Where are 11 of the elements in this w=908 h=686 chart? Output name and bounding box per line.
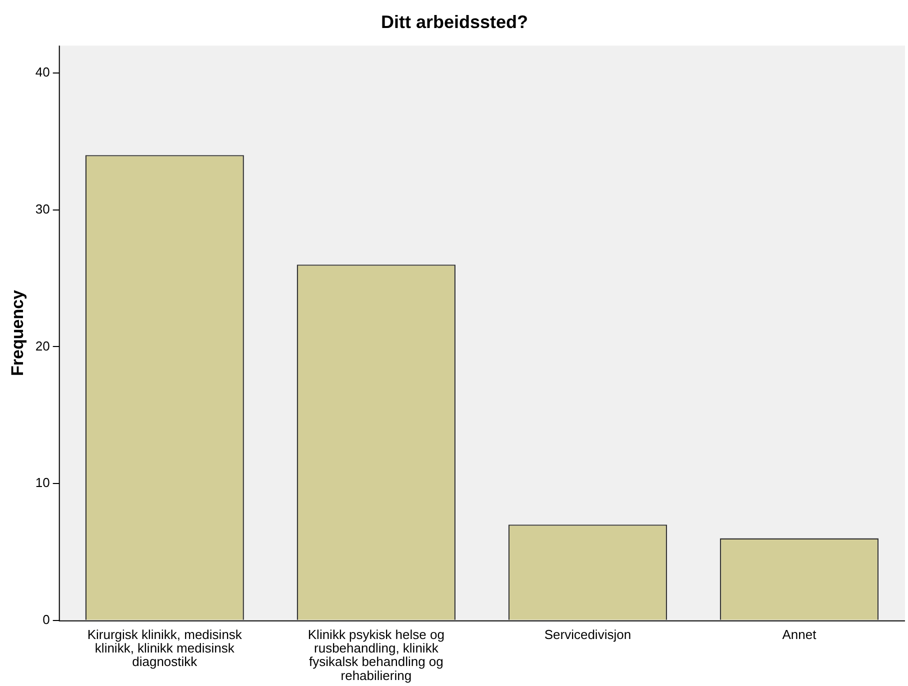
x-tick-label: Kirurgisk klinikk, medisinsk klinikk, klinikk medisinsk diagnostikk — [87, 626, 242, 670]
y-tick-label: 20 — [35, 338, 50, 354]
y-tick-label: 0 — [42, 612, 50, 627]
chart-title: Ditt arbeidssted? — [380, 12, 528, 32]
x-tick-label: Annet — [782, 626, 817, 642]
y-tick-label: 30 — [35, 201, 50, 216]
x-tick-label: Klinikk psykisk helse og rusbehandling, klinikk fysikalsk behandling og rehabiliering — [308, 626, 444, 683]
x-tick-label: Servicedivisjon — [544, 626, 632, 642]
y-tick-label: 10 — [35, 475, 50, 490]
y-axis-title: Frequency — [8, 289, 27, 376]
y-tick-label: 40 — [35, 64, 50, 80]
